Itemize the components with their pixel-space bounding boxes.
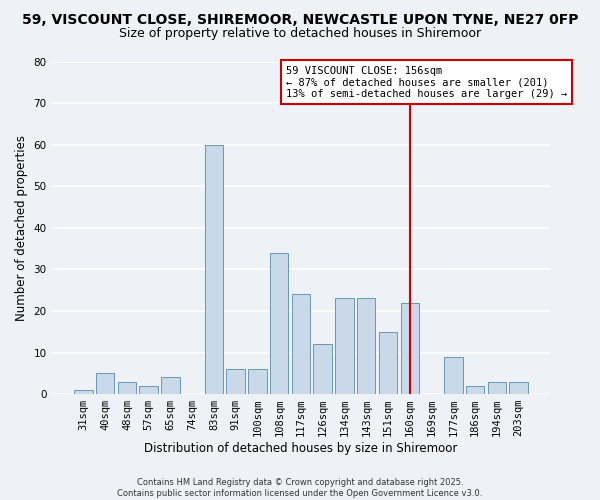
Bar: [226, 369, 245, 394]
Bar: [292, 294, 310, 394]
Bar: [270, 252, 289, 394]
Bar: [509, 382, 528, 394]
Bar: [444, 356, 463, 394]
Bar: [357, 298, 376, 394]
Bar: [118, 382, 136, 394]
Bar: [401, 302, 419, 394]
Bar: [313, 344, 332, 394]
Bar: [488, 382, 506, 394]
Text: 59, VISCOUNT CLOSE, SHIREMOOR, NEWCASTLE UPON TYNE, NE27 0FP: 59, VISCOUNT CLOSE, SHIREMOOR, NEWCASTLE…: [22, 12, 578, 26]
Text: 59 VISCOUNT CLOSE: 156sqm
← 87% of detached houses are smaller (201)
13% of semi: 59 VISCOUNT CLOSE: 156sqm ← 87% of detac…: [286, 66, 567, 99]
Bar: [466, 386, 484, 394]
X-axis label: Distribution of detached houses by size in Shiremoor: Distribution of detached houses by size …: [145, 442, 458, 455]
Bar: [96, 374, 115, 394]
Bar: [161, 378, 180, 394]
Y-axis label: Number of detached properties: Number of detached properties: [15, 135, 28, 321]
Bar: [139, 386, 158, 394]
Text: Contains HM Land Registry data © Crown copyright and database right 2025.
Contai: Contains HM Land Registry data © Crown c…: [118, 478, 482, 498]
Bar: [248, 369, 267, 394]
Text: Size of property relative to detached houses in Shiremoor: Size of property relative to detached ho…: [119, 28, 481, 40]
Bar: [335, 298, 354, 394]
Bar: [379, 332, 397, 394]
Bar: [74, 390, 93, 394]
Bar: [205, 144, 223, 394]
